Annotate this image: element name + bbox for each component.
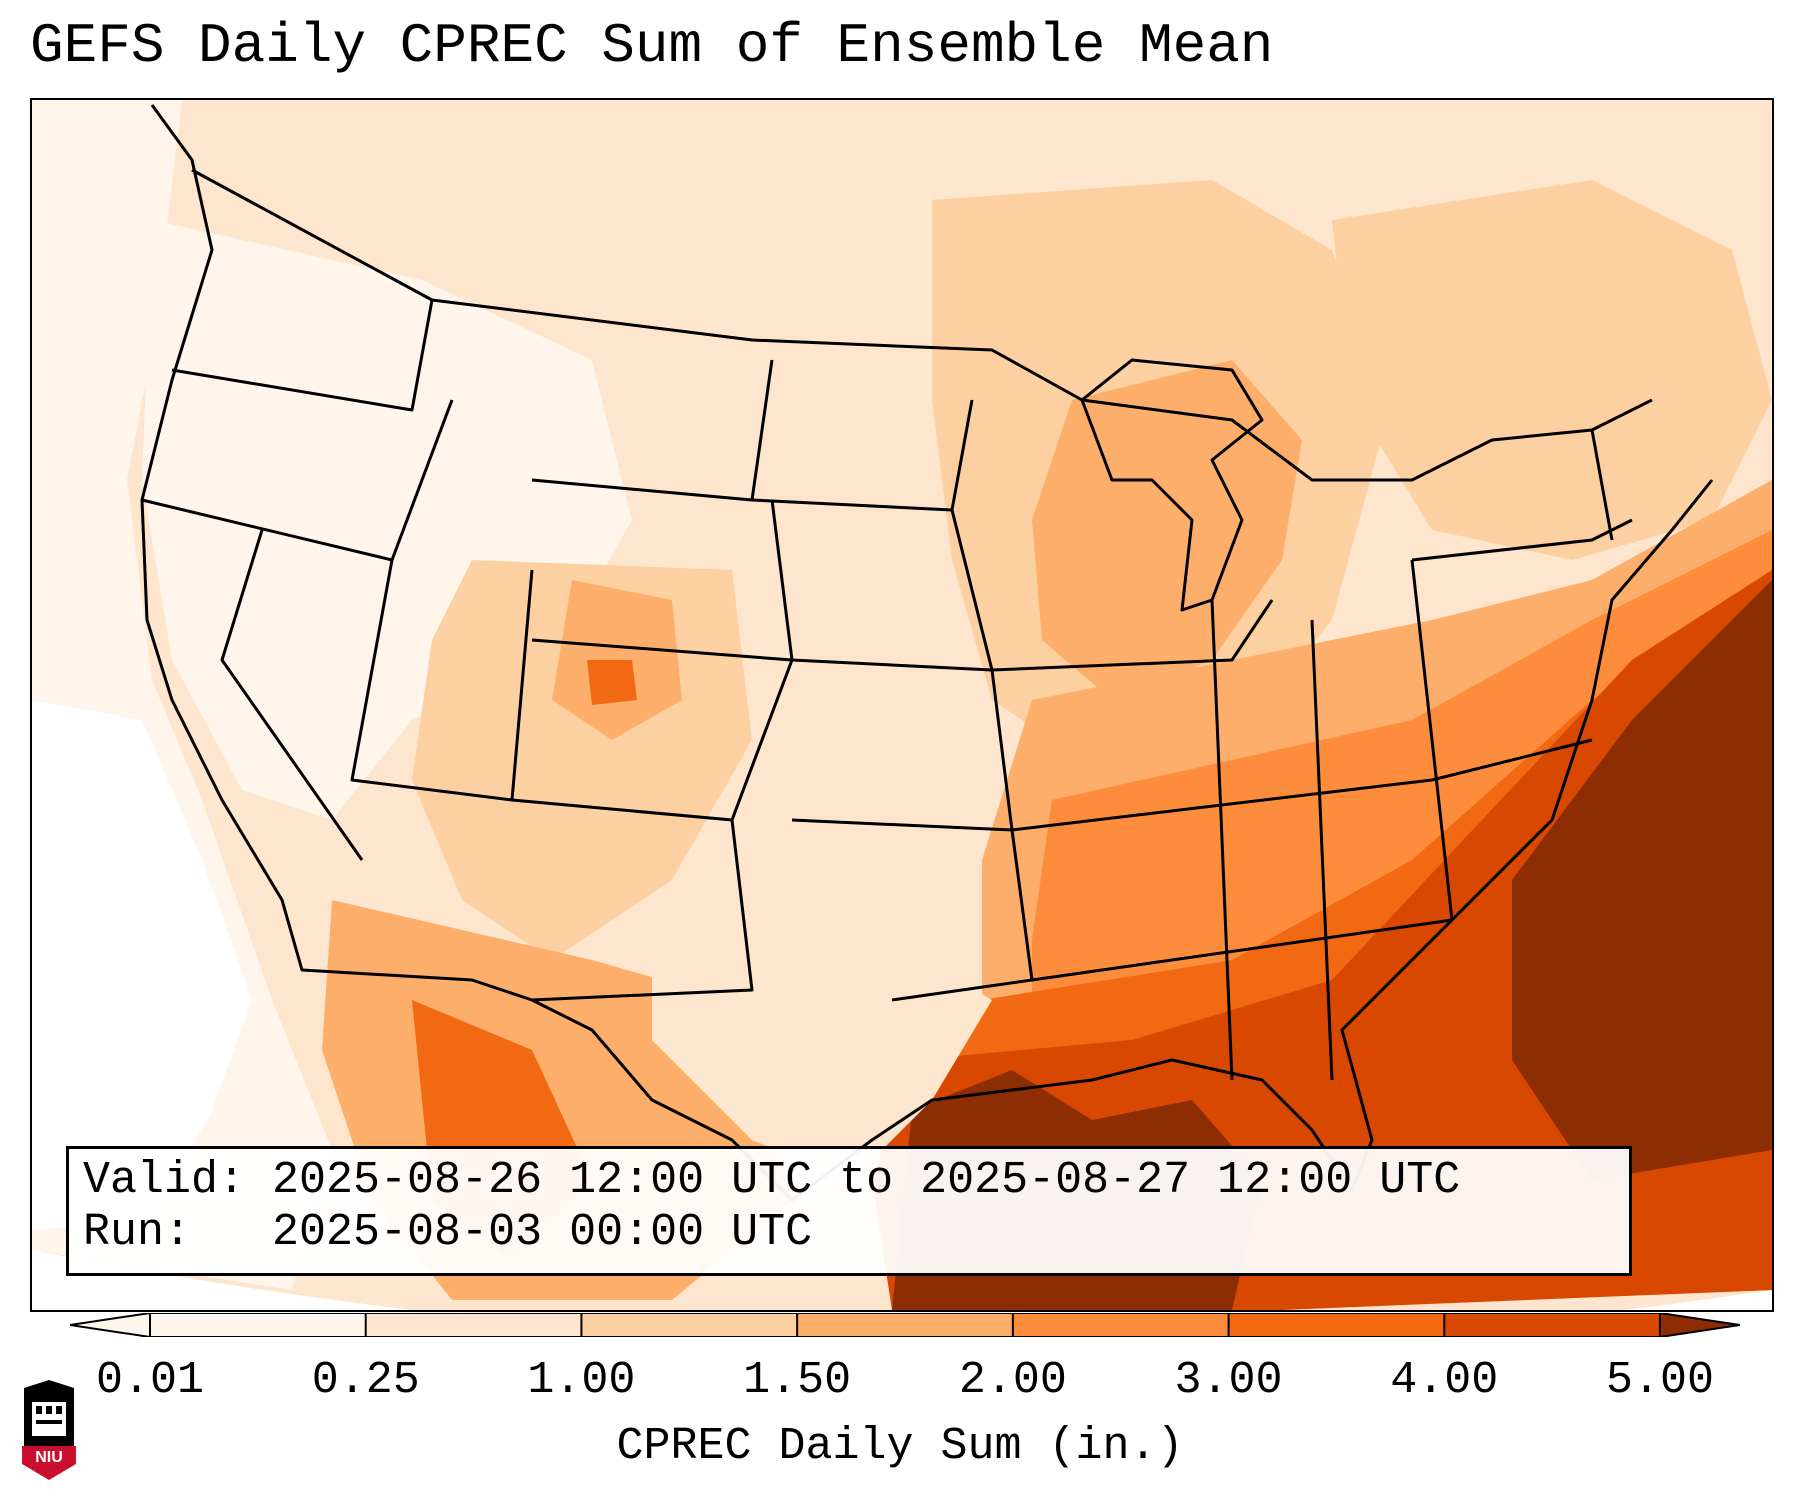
atlantic-max-area — [1512, 580, 1772, 1180]
colorbar-tick-label: 2.00 — [958, 1355, 1067, 1406]
colorbar-segment — [581, 1313, 798, 1337]
colorbar-tick-label: 4.00 — [1390, 1355, 1499, 1406]
border-ne2 — [1590, 429, 1614, 541]
border-east1 — [991, 599, 1274, 672]
validity-info-box: Valid: 2025-08-26 12:00 UTC to 2025-08-2… — [66, 1146, 1632, 1276]
svg-text:NIU: NIU — [35, 1449, 63, 1466]
pacific-white-area — [32, 700, 252, 1230]
border-east2 — [1011, 738, 1593, 832]
border-w3 — [350, 559, 534, 802]
colorbar-segment — [797, 1313, 1014, 1337]
niu-logo: NIU — [22, 1380, 76, 1480]
border-mid4 — [531, 819, 754, 1002]
colorbar-segment — [1012, 1313, 1230, 1337]
colorbar-extend-max — [1660, 1313, 1740, 1337]
great-lakes — [1080, 358, 1264, 612]
colorbar-segment — [1444, 1313, 1661, 1337]
border-ne1 — [1411, 518, 1633, 562]
colorbar-segment — [1228, 1313, 1445, 1337]
border-east4 — [1210, 599, 1234, 1081]
colorbar-tick-label: 3.00 — [1174, 1355, 1283, 1406]
run-time-text: Run: 2025-08-03 00:00 UTC — [83, 1207, 813, 1258]
colorbar-tick-label: 5.00 — [1605, 1355, 1715, 1406]
colorbar-tick-label: 0.25 — [311, 1355, 420, 1406]
valid-time-text: Valid: 2025-08-26 12:00 UTC to 2025-08-2… — [83, 1155, 1461, 1206]
colorado-dark-spot — [587, 660, 637, 705]
colorbar-tick-label: 0.01 — [95, 1355, 205, 1406]
colorbar-segment — [365, 1313, 582, 1337]
colorbar-label: CPREC Daily Sum (in.) — [616, 1421, 1184, 1472]
border-nw — [171, 299, 434, 412]
border-east6 — [1410, 559, 1454, 921]
precipitation-map — [30, 98, 1774, 1312]
border-w2 — [220, 529, 364, 861]
border-east3 — [1031, 918, 1453, 982]
colorbar-tick-label: 1.50 — [743, 1355, 852, 1406]
colorbar-extend-min — [70, 1313, 150, 1337]
canada-border — [191, 168, 1653, 482]
map-title: GEFS Daily CPREC Sum of Ensemble Mean — [30, 14, 1274, 78]
colorbar — [70, 1313, 1740, 1337]
colorbar-tick-label: 1.00 — [527, 1355, 636, 1406]
colorbar-segment — [150, 1313, 367, 1337]
border-east5 — [1310, 619, 1334, 1081]
